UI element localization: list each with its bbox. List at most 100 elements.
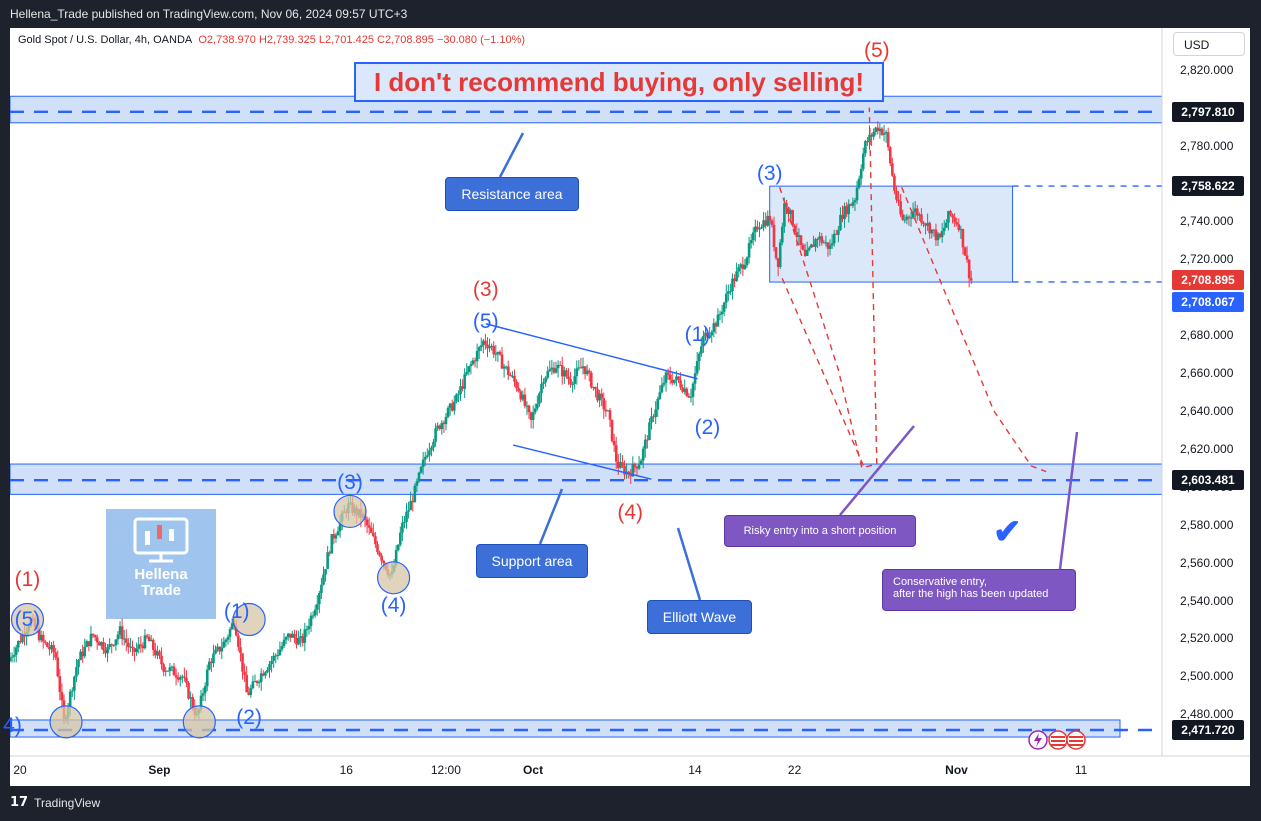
candle-body [955, 222, 958, 225]
candle-body [149, 639, 153, 642]
event-flags-icon[interactable] [1028, 730, 1100, 750]
pivot-circle-2 [182, 705, 216, 739]
candle-body [48, 646, 51, 650]
candle-body [751, 232, 755, 241]
candle-body [100, 642, 103, 646]
candle-body [484, 340, 487, 345]
footer-brand: TradingView [34, 796, 101, 810]
candle-body [93, 635, 97, 638]
candle-body [857, 178, 861, 188]
price-chart[interactable] [10, 28, 1250, 786]
candle-body [17, 640, 20, 648]
candle-body [563, 370, 566, 377]
candle-body [558, 364, 562, 366]
candle-body [876, 127, 880, 132]
candle-body [39, 634, 43, 641]
candle-body [654, 409, 657, 418]
candle-body [189, 697, 192, 699]
y-tick-label: 2,560.000 [1180, 555, 1234, 570]
candle-body [324, 569, 327, 575]
candle-body [959, 228, 963, 231]
watermark-logo: Hellena Trade [106, 509, 216, 619]
candle-body [199, 695, 203, 710]
candle-body [60, 692, 64, 701]
candle-body [326, 552, 329, 570]
candle-body [550, 367, 554, 370]
candle-body [816, 239, 819, 241]
candle-body [127, 642, 130, 648]
currency-select[interactable]: USD [1173, 32, 1245, 56]
candle-body [237, 635, 240, 648]
candle-body [185, 677, 188, 683]
candle-body [494, 353, 498, 355]
pivot-circle-3 [232, 602, 266, 637]
candle-body [110, 644, 114, 646]
candle-body [297, 637, 300, 645]
candle-body [482, 340, 485, 346]
candle-body [774, 247, 778, 259]
candle-body [299, 636, 302, 638]
candle-body [785, 203, 788, 208]
candle-body [425, 455, 429, 457]
candle-body [772, 224, 776, 248]
candle-body [444, 416, 448, 425]
candle-body [915, 208, 919, 216]
candle-body [880, 128, 884, 135]
candle-body [724, 293, 728, 303]
candle-body [141, 645, 145, 649]
candle-body [637, 464, 641, 469]
candle-body [274, 655, 278, 657]
candle-body [307, 626, 311, 630]
candle-body [623, 465, 626, 475]
consolidation-box [769, 185, 1014, 283]
y-tick-label: 2,480.000 [1180, 707, 1234, 722]
candle-body [201, 693, 205, 696]
candle-body [733, 278, 736, 282]
candle-body [471, 360, 475, 365]
candle-body [567, 376, 570, 380]
candle-body [336, 531, 340, 536]
candle-body [868, 134, 871, 143]
candle-body [303, 629, 307, 643]
candle-body [10, 657, 12, 662]
candle-body [411, 500, 415, 503]
candle-body [75, 667, 78, 677]
candle-body [652, 416, 655, 418]
candle-body [309, 615, 313, 627]
candle-body [861, 153, 865, 169]
candle-body [949, 210, 952, 215]
candle-body [181, 676, 184, 678]
candle-body [945, 222, 948, 228]
candle-body [332, 534, 336, 539]
candle-body [318, 593, 321, 605]
candle-body [783, 203, 786, 227]
candle-body [415, 481, 419, 486]
candle-body [434, 428, 437, 442]
candle-body [648, 422, 651, 441]
candle-body [687, 395, 691, 398]
candle-body [681, 387, 684, 392]
candle-body [600, 393, 603, 399]
candle-body [731, 278, 734, 292]
wave-label: (5) [14, 607, 41, 631]
candle-body [839, 214, 842, 231]
candle-body [737, 267, 741, 272]
candle-body [156, 651, 159, 656]
candle-body [533, 408, 537, 413]
candle-body [909, 217, 913, 219]
candle-body [50, 645, 53, 650]
candle-body [560, 365, 564, 377]
candle-body [766, 215, 770, 226]
candle-body [288, 633, 292, 638]
candle-body [330, 534, 334, 554]
channel-line-0 [485, 323, 698, 380]
candle-body [452, 401, 456, 411]
conservative-entry-line2: after the high has been updated [893, 588, 1049, 600]
candle-body [872, 132, 875, 137]
candle-body [272, 655, 275, 661]
pivot-circle-0 [10, 602, 45, 637]
candle-body [897, 199, 900, 202]
candle-body [592, 386, 595, 388]
candle-body [205, 669, 209, 687]
candle-body [834, 233, 838, 235]
